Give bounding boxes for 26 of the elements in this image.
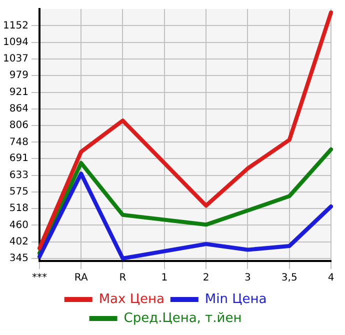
y-tick-label: 691 [9, 153, 28, 164]
x-tick-label: 3 [244, 272, 251, 284]
y-tick-label: 806 [9, 120, 28, 132]
y-tick-label: 518 [9, 203, 28, 214]
x-tick-label: *** [32, 272, 47, 284]
y-tick-label: 979 [9, 70, 28, 82]
x-tick-label: R [119, 272, 126, 284]
y-tick-label: 1094 [2, 37, 28, 48]
x-tick-label: 4 [328, 272, 334, 284]
legend-label: Сред.Цена, т.йен [124, 310, 242, 326]
y-tick-label: 402 [9, 236, 28, 248]
x-tick-label: 1 [161, 272, 168, 284]
y-tick-label: 345 [9, 253, 28, 264]
x-tick-label: RA [74, 272, 88, 284]
y-tick-label: 921 [9, 86, 28, 98]
y-tick-label: 633 [9, 170, 28, 181]
y-tick-label: 460 [9, 220, 28, 231]
legend-label: Max Цена [98, 292, 164, 307]
legend-label: Min Цена [204, 292, 267, 307]
x-tick-label: 2 [202, 272, 210, 284]
y-tick-label: 1152 [2, 20, 28, 32]
y-tick-label: 1037 [2, 53, 28, 64]
y-tick-label: 748 [9, 136, 28, 148]
x-tick-label: 3,5 [281, 272, 298, 284]
y-tick-label: 575 [9, 186, 28, 198]
y-tick-label: 864 [9, 103, 28, 114]
